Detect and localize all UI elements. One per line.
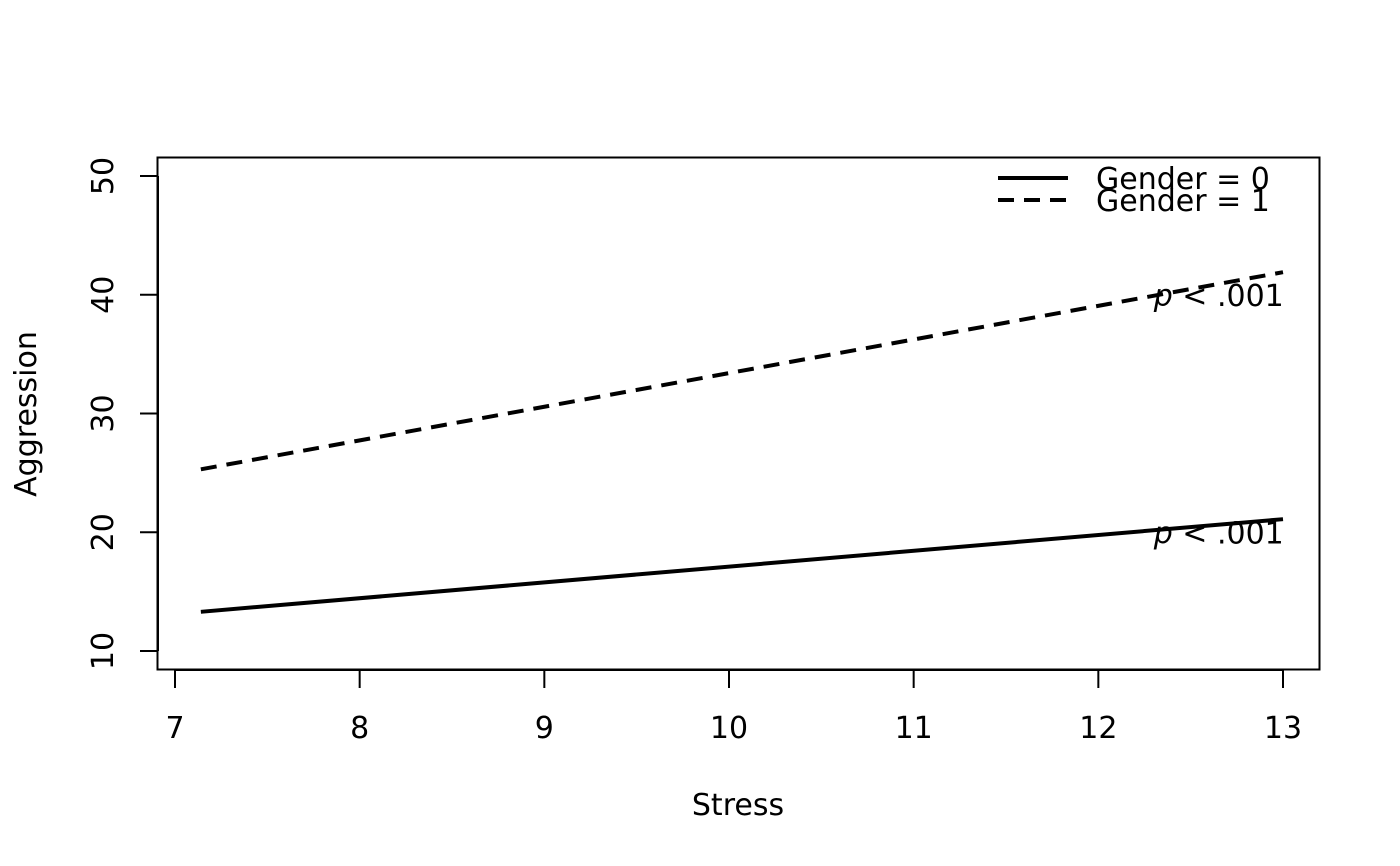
p-value-annotation: p < .001 — [1153, 279, 1284, 314]
series-line-1 — [200, 270, 1284, 472]
x-axis-title: Stress — [692, 788, 784, 823]
series-layer — [200, 270, 1284, 614]
x-tick-label: 8 — [350, 711, 369, 746]
p-value-text: < .001 — [1173, 279, 1284, 314]
y-axis: 10 20 30 40 50 — [86, 157, 159, 670]
p-value-symbol: p — [1153, 279, 1173, 314]
y-tick-label: 50 — [86, 157, 121, 195]
x-axis: 7 8 9 10 11 12 13 — [165, 669, 1302, 746]
legend-label-0: Gender = 0 — [1096, 162, 1270, 197]
legend-label-1: Gender = 1 — [1096, 184, 1270, 219]
y-tick-label: 30 — [86, 394, 121, 432]
y-tick-label: 40 — [86, 276, 121, 314]
p-value-symbol: p — [1153, 516, 1173, 551]
x-tick-label: 7 — [165, 711, 184, 746]
x-tick-label: 9 — [535, 711, 554, 746]
x-tick-label: 11 — [895, 711, 933, 746]
series-line-0 — [200, 517, 1284, 614]
x-tick-label: 12 — [1079, 711, 1117, 746]
plot-frame — [156, 156, 1321, 671]
x-tick-label: 13 — [1264, 711, 1302, 746]
y-tick-label: 10 — [86, 632, 121, 670]
x-tick-label: 10 — [710, 711, 748, 746]
y-tick-label: 20 — [86, 513, 121, 551]
p-value-text: < .001 — [1173, 516, 1284, 551]
y-axis-title: Aggression — [9, 331, 44, 497]
p-value-annotation: p < .001 — [1153, 516, 1284, 551]
